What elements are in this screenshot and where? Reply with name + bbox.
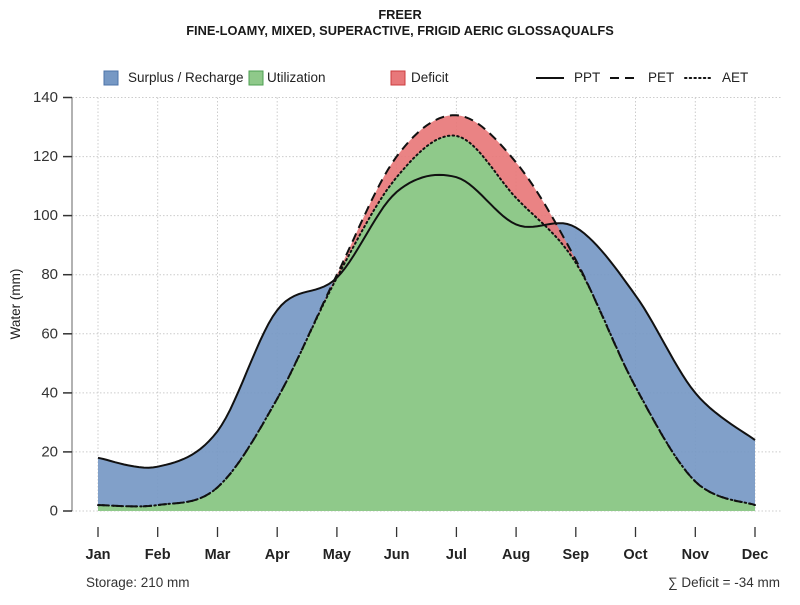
svg-text:Dec: Dec xyxy=(742,547,769,563)
svg-text:40: 40 xyxy=(41,384,58,401)
svg-text:PPT: PPT xyxy=(574,70,600,85)
svg-text:20: 20 xyxy=(41,443,58,460)
svg-text:Mar: Mar xyxy=(205,547,231,563)
svg-text:120: 120 xyxy=(33,148,58,165)
svg-text:Jul: Jul xyxy=(446,547,467,563)
svg-text:May: May xyxy=(323,547,351,563)
svg-text:PET: PET xyxy=(648,70,674,85)
svg-text:Jan: Jan xyxy=(86,547,111,563)
svg-text:Apr: Apr xyxy=(265,547,290,563)
svg-text:Sep: Sep xyxy=(563,547,590,563)
svg-text:0: 0 xyxy=(50,503,58,520)
svg-text:Nov: Nov xyxy=(682,547,709,563)
svg-text:Deficit: Deficit xyxy=(411,70,449,85)
svg-text:Aug: Aug xyxy=(502,547,530,563)
svg-text:Water (mm): Water (mm) xyxy=(8,269,23,340)
svg-text:Utilization: Utilization xyxy=(267,70,326,85)
svg-text:AET: AET xyxy=(722,70,748,85)
svg-text:Storage: 210 mm: Storage: 210 mm xyxy=(86,575,190,590)
svg-text:80: 80 xyxy=(41,266,58,283)
svg-text:Feb: Feb xyxy=(145,547,171,563)
svg-text:Jun: Jun xyxy=(384,547,410,563)
svg-text:FINE-LOAMY, MIXED, SUPERACTIVE: FINE-LOAMY, MIXED, SUPERACTIVE, FRIGID A… xyxy=(186,23,614,38)
svg-text:140: 140 xyxy=(33,89,58,106)
svg-text:∑ Deficit = -34 mm: ∑ Deficit = -34 mm xyxy=(668,575,780,590)
svg-text:Surplus / Recharge: Surplus / Recharge xyxy=(128,70,244,85)
svg-text:Oct: Oct xyxy=(623,547,647,563)
svg-text:100: 100 xyxy=(33,207,58,224)
svg-text:FREER: FREER xyxy=(378,7,421,22)
svg-text:60: 60 xyxy=(41,325,58,342)
